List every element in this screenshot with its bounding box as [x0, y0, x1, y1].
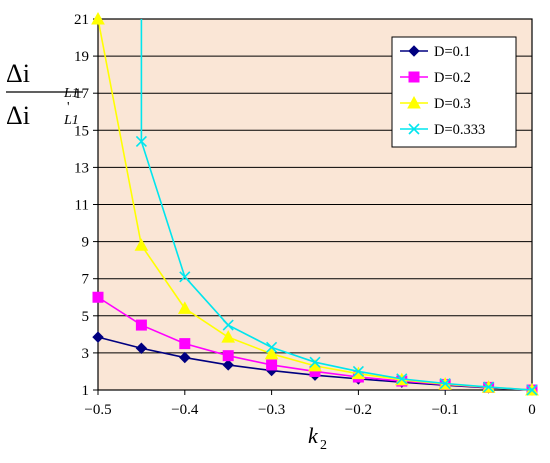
- legend-item: D=0.1: [400, 44, 471, 60]
- x-tick-label: −0.3: [258, 402, 285, 418]
- data-point-stroke: [179, 271, 191, 283]
- data-point-stroke: [526, 384, 538, 396]
- y-tick-label: 13: [74, 160, 89, 176]
- y-tick-label: 11: [75, 198, 89, 214]
- data-point: [135, 135, 147, 147]
- data-point-stroke: [408, 123, 420, 135]
- data-point: [407, 95, 421, 109]
- data-point: [134, 238, 149, 251]
- data-point: [221, 330, 236, 343]
- y-axis-label-numerator-subscript: L1: [63, 86, 79, 101]
- data-point: [309, 356, 321, 368]
- data-point: [222, 350, 234, 362]
- series-group: [91, 11, 539, 396]
- y-tick-label: 9: [82, 235, 90, 251]
- data-point: [177, 301, 192, 314]
- data-point: [483, 381, 495, 393]
- x-tick-label: −0.2: [345, 402, 372, 418]
- legend-item: D=0.333: [400, 122, 485, 138]
- y-tick-label: 21: [74, 12, 89, 28]
- axis-titles: Δi L1 Δi L1 ' k 2: [6, 59, 327, 453]
- x-axis-label: k: [308, 423, 319, 448]
- y-tick-label: 7: [82, 272, 90, 288]
- y-tick-label: 15: [74, 123, 89, 139]
- data-point: [266, 341, 278, 353]
- data-point-stroke: [352, 365, 364, 378]
- data-point: [266, 359, 278, 371]
- x-tick-label: −0.4: [171, 402, 199, 418]
- data-point: [439, 377, 451, 390]
- legend-label: D=0.333: [434, 122, 485, 138]
- data-point: [222, 319, 234, 331]
- data-point: [408, 45, 420, 57]
- data-point: [396, 373, 408, 385]
- x-tick-label: 0: [528, 402, 536, 418]
- y-tick-label: 17: [74, 86, 90, 102]
- x-tick-label: −0.5: [84, 402, 111, 418]
- x-axis-label-subscript: 2: [320, 438, 327, 453]
- data-point: [408, 71, 420, 83]
- legend-label: D=0.3: [434, 96, 471, 112]
- data-point: [179, 271, 191, 283]
- x-tick-label: −0.1: [432, 402, 459, 418]
- data-point-stroke: [439, 377, 451, 390]
- data-point-stroke: [222, 319, 234, 331]
- data-point: [135, 342, 148, 354]
- data-point-stroke: [396, 373, 408, 385]
- y-tick-label: 1: [82, 383, 90, 399]
- y-axis-label-numerator: Δi: [6, 59, 30, 88]
- y-tick-label: 19: [74, 49, 89, 65]
- data-point-stroke: [135, 135, 147, 147]
- data-point: [222, 359, 234, 371]
- legend: D=0.1 D=0.2 D=0.3 D=0.333: [391, 36, 517, 148]
- y-axis-label-denominator: Δi: [6, 101, 30, 130]
- legend-item: D=0.3: [400, 95, 471, 112]
- data-point-stroke: [483, 381, 495, 393]
- y-axis-label-denominator-subscript: L1: [63, 113, 79, 128]
- data-point: [91, 11, 105, 25]
- legend-item: D=0.2: [400, 70, 471, 86]
- data-point: [179, 338, 191, 350]
- y-tick-label: 5: [82, 309, 90, 325]
- data-point: [526, 384, 538, 396]
- legend-label: D=0.2: [434, 70, 471, 86]
- series-D=0.333: [135, 19, 538, 396]
- y-tick-label: 3: [82, 346, 90, 362]
- data-point: [135, 319, 147, 331]
- data-point: [264, 346, 279, 360]
- y-axis-label-prime: ': [67, 100, 70, 115]
- data-point-stroke: [309, 356, 321, 368]
- data-point: [179, 351, 191, 364]
- data-point: [92, 291, 104, 303]
- data-point: [351, 366, 366, 380]
- data-point: [408, 123, 420, 135]
- data-point: [352, 365, 364, 378]
- data-point-stroke: [266, 341, 278, 353]
- data-point: [92, 331, 104, 343]
- legend-label: D=0.1: [434, 44, 471, 60]
